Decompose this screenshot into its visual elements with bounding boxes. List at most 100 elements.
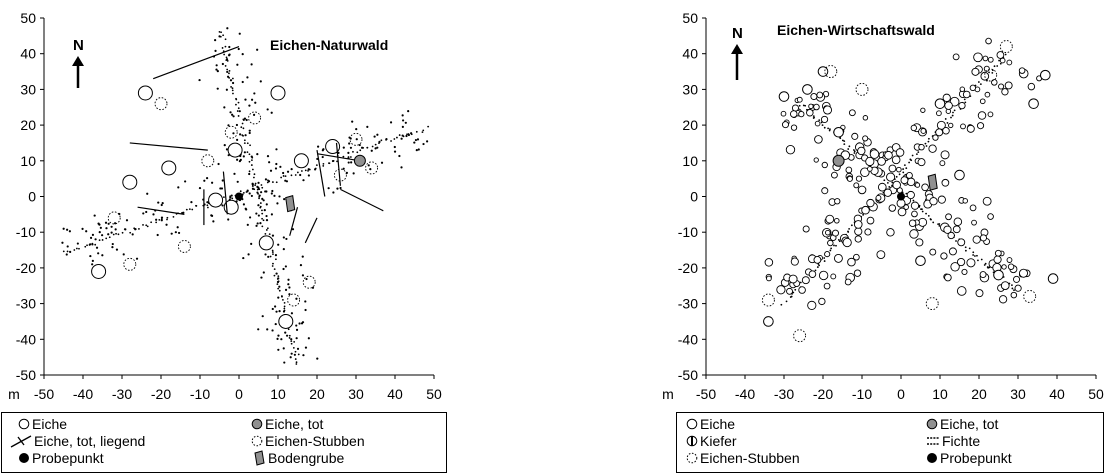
oak-mark — [948, 247, 957, 256]
transect-tree-mark — [295, 361, 298, 364]
transect-tree-mark — [266, 227, 269, 230]
oak-mark — [270, 85, 286, 101]
oak-mark — [210, 214, 214, 217]
oak-mark — [810, 93, 818, 101]
oak-mark — [895, 148, 905, 157]
oak-mark — [259, 222, 262, 225]
oak-mark — [857, 185, 867, 195]
transect-tree-mark — [221, 47, 224, 49]
oak-mark — [304, 300, 307, 303]
oak-mark — [900, 176, 909, 185]
transect-tree-mark — [930, 218, 932, 221]
x-tick-label: 0 — [897, 386, 905, 402]
oak-mark — [956, 257, 966, 267]
oak-mark — [301, 255, 304, 258]
oak-mark — [848, 109, 856, 117]
oak-mark — [255, 212, 258, 215]
transect-tree-mark — [246, 151, 249, 154]
transect-tree-mark — [927, 140, 930, 143]
y-tick-label: 40 — [20, 46, 36, 62]
oak-mark — [105, 227, 108, 230]
transect-tree-mark — [226, 59, 229, 62]
oak-mark — [248, 192, 251, 195]
chart-title: Eichen-Naturwald — [270, 37, 388, 53]
oak-mark — [1014, 284, 1022, 292]
transect-tree-mark — [300, 170, 303, 172]
oak-mark — [225, 58, 229, 61]
oak-mark — [251, 187, 255, 190]
oak-mark — [883, 188, 892, 197]
x-tick-label: 30 — [348, 386, 364, 402]
oak-mark — [225, 88, 228, 91]
oak-mark — [285, 237, 288, 241]
stump-mark — [302, 275, 316, 289]
oak-mark — [271, 307, 274, 311]
transect-tree-mark — [422, 129, 425, 132]
oak-mark — [215, 68, 218, 71]
transect-tree-mark — [827, 127, 829, 130]
oak-mark — [776, 285, 786, 295]
oak-mark — [65, 253, 68, 256]
oak-mark — [142, 212, 145, 215]
transect-tree-mark — [296, 171, 299, 174]
oak-mark — [243, 151, 246, 154]
oak-mark — [952, 53, 960, 61]
transect-tree-mark — [977, 81, 980, 83]
oak-mark — [245, 208, 248, 211]
soil-pit-mark — [927, 173, 938, 191]
oak-mark — [250, 63, 253, 66]
oak-mark — [66, 245, 69, 248]
oak-mark — [780, 110, 787, 117]
oak-mark — [91, 259, 94, 263]
oak-mark — [270, 192, 273, 195]
oak-mark — [274, 305, 277, 308]
oak-mark — [155, 218, 158, 221]
oak-mark — [853, 220, 863, 229]
transect-tree-mark — [852, 149, 855, 151]
oak-mark — [246, 223, 249, 226]
oak-mark — [943, 225, 952, 234]
oak-mark — [231, 113, 234, 116]
chart-title: Eichen-Wirtschaftswald — [777, 22, 935, 38]
oak-mark — [865, 156, 875, 167]
transect-tree-mark — [138, 228, 140, 230]
oak-mark — [174, 231, 177, 234]
oak-mark — [264, 178, 268, 181]
oak-mark — [160, 216, 164, 219]
oak-mark — [1019, 268, 1029, 278]
stump-mark — [999, 40, 1013, 54]
oak-mark — [941, 178, 950, 187]
oak-mark — [269, 169, 273, 172]
oak-mark — [982, 196, 992, 206]
transect-tree-mark — [251, 168, 254, 171]
oak-mark — [252, 113, 256, 116]
oak-mark — [293, 153, 309, 169]
transect-tree-mark — [999, 62, 1002, 65]
oak-mark — [934, 98, 946, 109]
transect-tree-mark — [225, 56, 228, 59]
oak-mark — [855, 175, 863, 182]
soil-pit-icon — [254, 450, 265, 466]
transect-tree-mark — [991, 71, 994, 74]
transect-tree-mark — [261, 212, 264, 215]
oak-mark — [886, 172, 896, 182]
stump-mark — [349, 132, 363, 146]
oak-mark — [211, 181, 214, 184]
oak-mark — [990, 79, 998, 86]
oak-mark — [266, 328, 269, 331]
transect-tree-mark — [356, 151, 359, 154]
oak-mark — [152, 213, 155, 216]
x-tick-label: 50 — [1088, 386, 1104, 402]
oak-mark — [347, 151, 350, 154]
oak-mark — [798, 286, 806, 294]
oak-mark — [906, 190, 915, 200]
oak-mark — [237, 47, 240, 51]
transect-tree-mark — [281, 298, 284, 301]
oak-mark — [817, 66, 829, 77]
transect-tree-mark — [281, 295, 283, 298]
transect-tree-mark — [371, 145, 374, 148]
transect-tree-mark — [265, 229, 268, 231]
y-tick-label: -40 — [16, 331, 36, 347]
oak-mark — [920, 107, 926, 113]
legend-item-eiche: Eiche — [686, 416, 735, 432]
